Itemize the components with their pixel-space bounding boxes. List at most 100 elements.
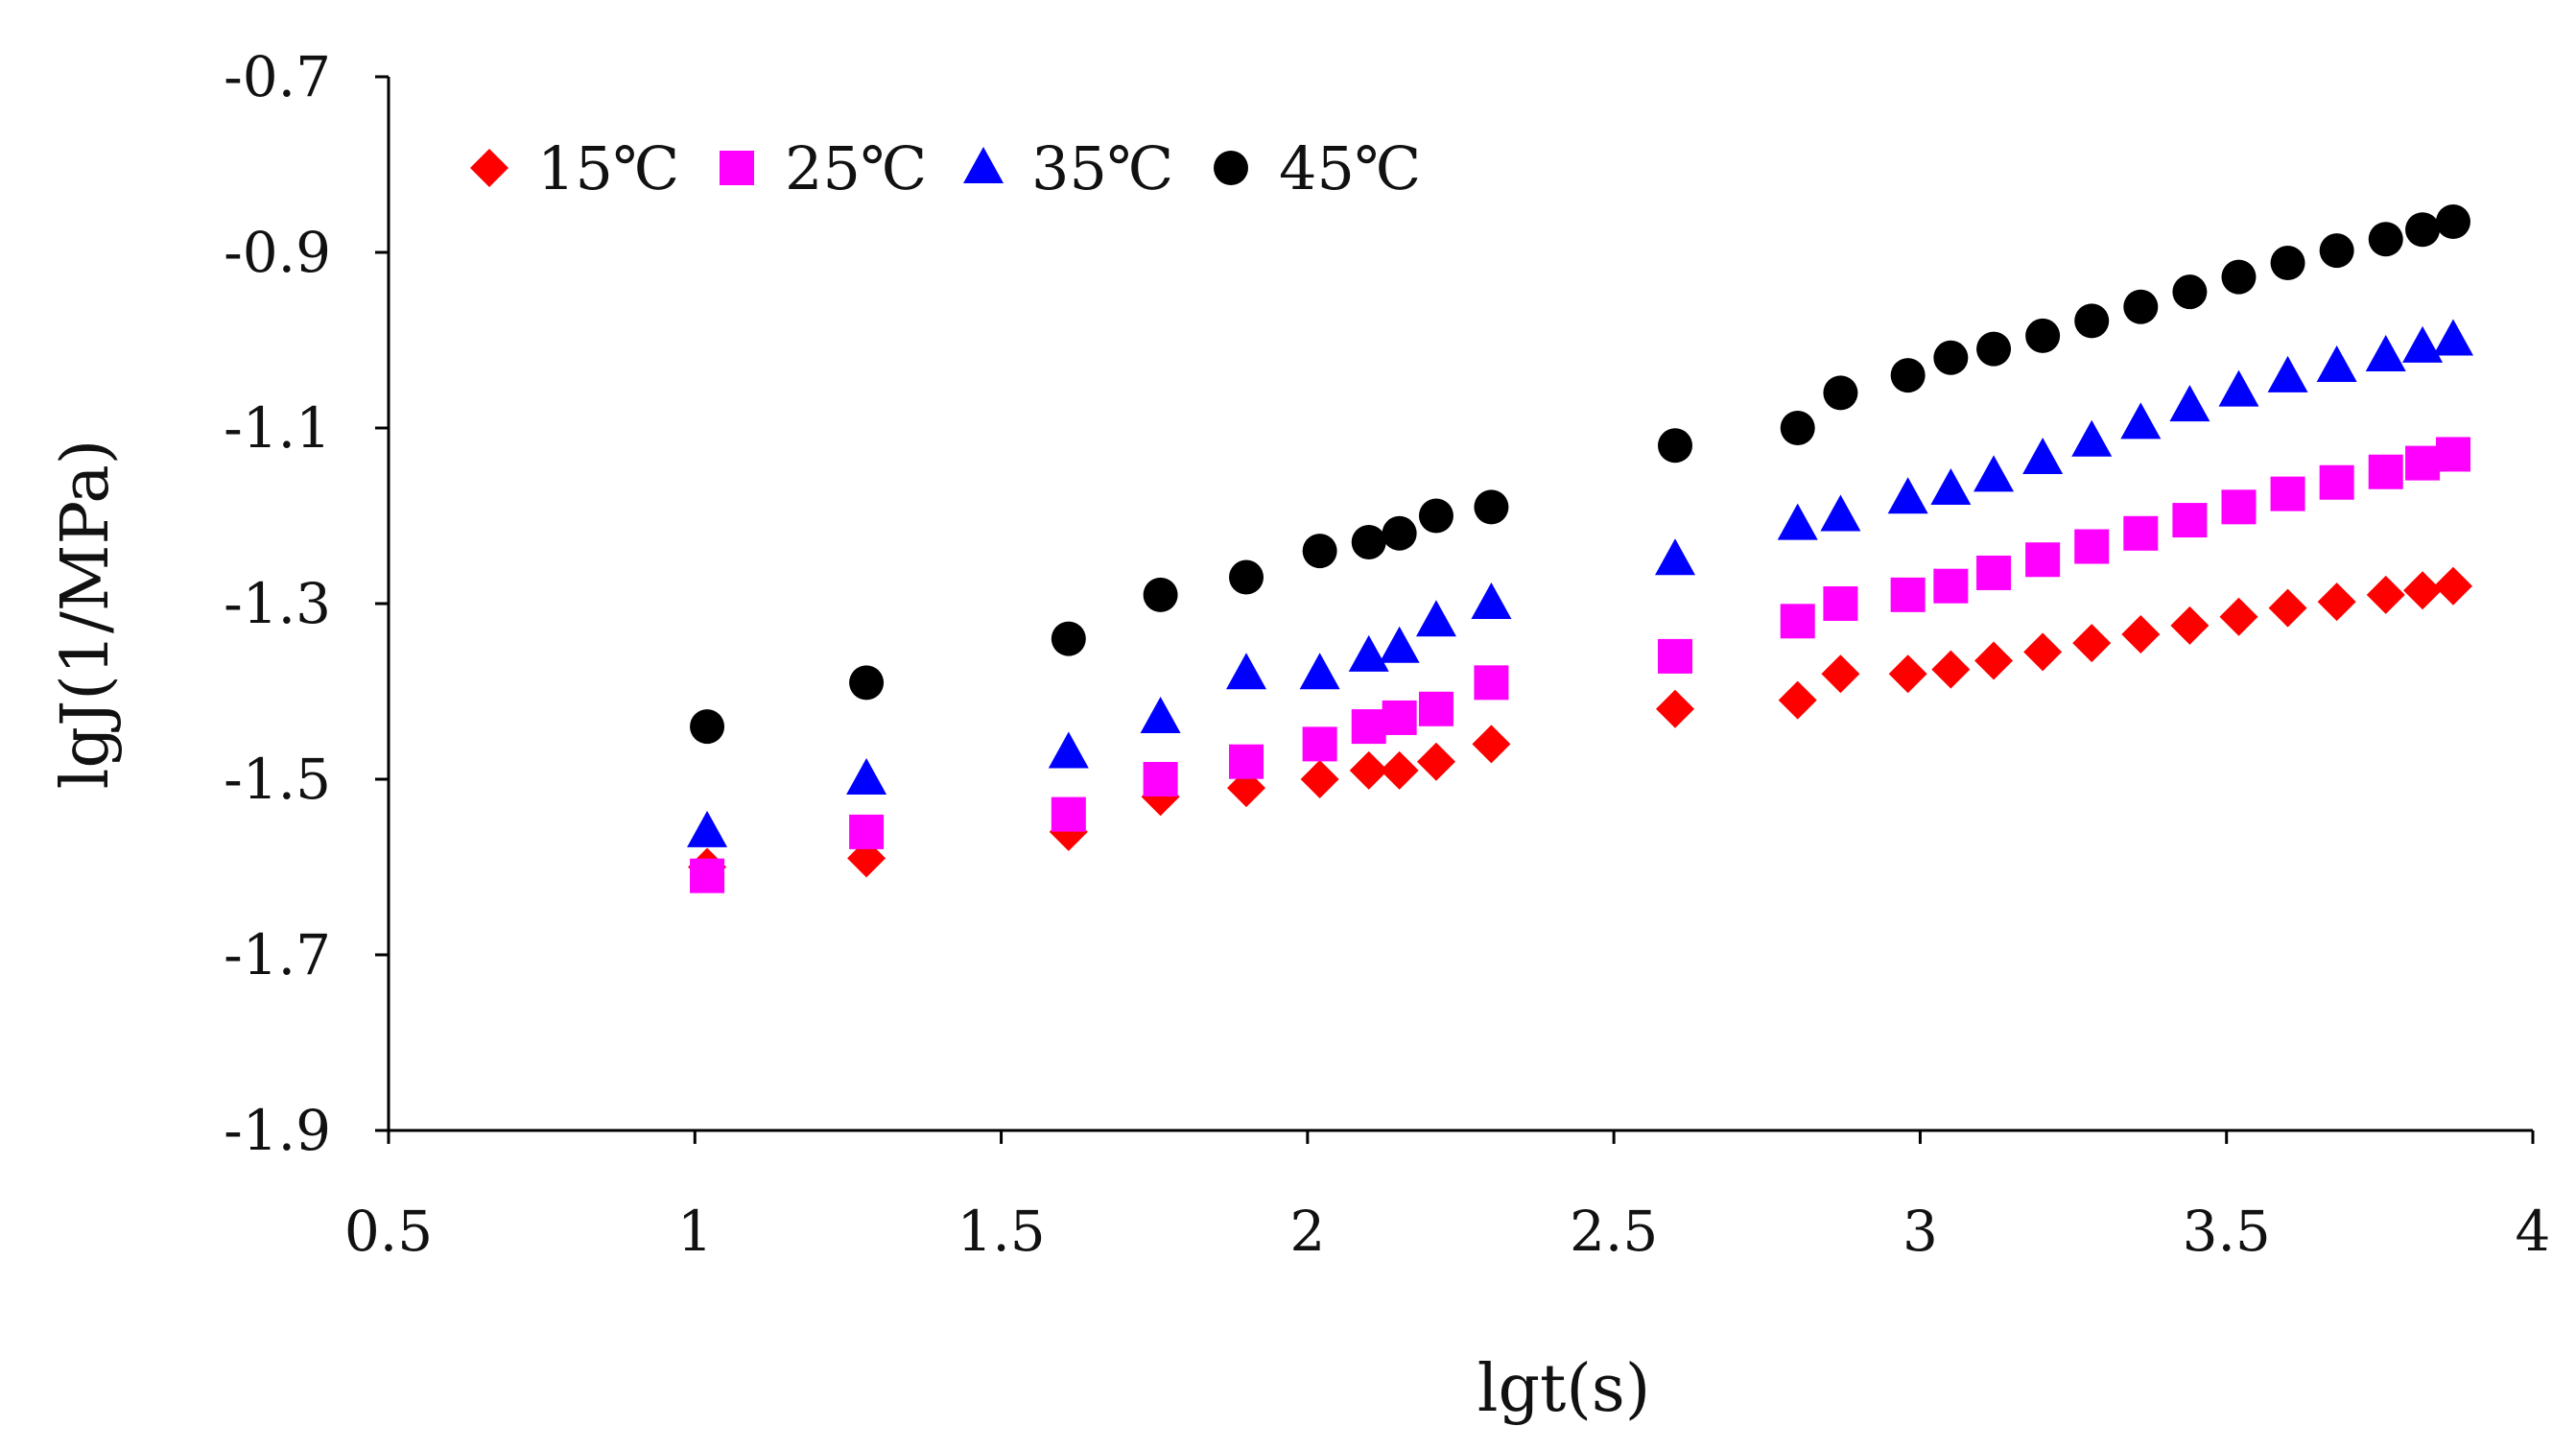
legend-label: 35℃ bbox=[1031, 133, 1173, 203]
data-point bbox=[1380, 750, 1419, 790]
data-point bbox=[1051, 796, 1086, 832]
data-point bbox=[1890, 358, 1926, 393]
data-point bbox=[1973, 455, 2015, 492]
x-tick-label: 1 bbox=[677, 1199, 713, 1264]
data-point bbox=[1382, 515, 1417, 551]
data-point bbox=[849, 665, 885, 701]
data-point bbox=[2221, 259, 2257, 295]
series-1 bbox=[688, 566, 2472, 887]
x-axis-ticks: 0.5 1 1.5 2 2.5 3 3.5 4 bbox=[344, 1130, 2551, 1264]
data-point bbox=[2316, 345, 2357, 382]
legend-label: 45℃ bbox=[1279, 133, 1421, 203]
data-point bbox=[2403, 571, 2443, 610]
legend-marker bbox=[963, 147, 1004, 183]
legend-marker bbox=[1214, 151, 1248, 185]
data-point bbox=[1300, 760, 1339, 798]
data-point bbox=[1140, 696, 1181, 733]
data-point bbox=[2071, 419, 2113, 457]
data-point bbox=[1349, 750, 1388, 790]
data-point bbox=[2025, 542, 2061, 578]
data-point bbox=[2405, 445, 2441, 481]
data-point bbox=[2268, 588, 2307, 628]
data-point bbox=[1415, 600, 1456, 637]
data-point bbox=[1976, 331, 2012, 367]
y-axis-title: lgJ(1/MPa) bbox=[48, 440, 124, 790]
data-point bbox=[2432, 319, 2473, 356]
plot-series bbox=[687, 203, 2473, 893]
legend-marker bbox=[470, 149, 508, 187]
data-point bbox=[2368, 222, 2403, 257]
data-point bbox=[1888, 654, 1927, 694]
x-tick-label: 4 bbox=[2516, 1199, 2551, 1264]
data-point bbox=[1933, 340, 1969, 375]
data-point bbox=[1418, 691, 1453, 726]
data-point bbox=[2365, 334, 2406, 371]
data-point bbox=[1890, 577, 1926, 612]
data-point bbox=[1143, 762, 1178, 796]
data-point bbox=[1302, 534, 1337, 569]
x-tick-label: 0.5 bbox=[344, 1199, 433, 1264]
legend-item-1: 15℃ bbox=[470, 133, 679, 203]
data-point bbox=[2074, 303, 2110, 339]
data-point bbox=[687, 810, 728, 847]
data-point bbox=[1051, 621, 1086, 656]
data-point bbox=[1780, 604, 1815, 639]
data-point bbox=[2022, 438, 2064, 475]
data-point bbox=[1780, 411, 1815, 445]
y-tick-label: -1.3 bbox=[224, 571, 331, 636]
data-point bbox=[1474, 665, 1509, 701]
data-point bbox=[1379, 626, 1420, 663]
data-point bbox=[2218, 369, 2259, 407]
data-point bbox=[1348, 634, 1389, 672]
data-point bbox=[1930, 468, 1972, 506]
data-point bbox=[2270, 476, 2305, 511]
data-point bbox=[1821, 654, 1860, 694]
data-point bbox=[1658, 428, 1692, 464]
x-tick-label: 1.5 bbox=[957, 1199, 1045, 1264]
y-tick-label: -0.7 bbox=[224, 44, 331, 109]
data-point bbox=[1302, 726, 1337, 762]
data-point bbox=[1418, 498, 1453, 534]
data-point bbox=[849, 814, 885, 849]
series-2 bbox=[690, 437, 2470, 893]
data-point bbox=[690, 709, 725, 745]
data-point bbox=[2319, 464, 2354, 500]
data-point bbox=[2219, 597, 2258, 636]
data-point bbox=[1229, 744, 1264, 779]
data-point bbox=[2072, 624, 2112, 663]
y-axis-ticks: -0.7 -0.9 -1.1 -1.3 -1.5 -1.7 -1.9 bbox=[224, 44, 389, 1163]
data-point bbox=[2123, 515, 2159, 551]
data-point bbox=[1048, 731, 1089, 769]
legend-item-4: 45℃ bbox=[1214, 133, 1421, 203]
data-point bbox=[1778, 680, 1817, 720]
data-point bbox=[1416, 742, 1455, 781]
x-tick-label: 3 bbox=[1902, 1199, 1938, 1264]
legend-label: 25℃ bbox=[785, 133, 927, 203]
data-point bbox=[2170, 606, 2210, 645]
series-3 bbox=[687, 319, 2473, 847]
data-point bbox=[2319, 233, 2354, 269]
data-point bbox=[1658, 638, 1692, 674]
legend: 15℃ 25℃ 35℃ 45℃ bbox=[470, 133, 1421, 203]
data-point bbox=[2368, 454, 2403, 489]
data-point bbox=[1777, 503, 1818, 540]
legend-item-3: 35℃ bbox=[963, 133, 1173, 203]
data-point bbox=[1229, 559, 1264, 595]
data-point bbox=[1382, 700, 1417, 735]
data-point bbox=[1472, 725, 1511, 764]
data-point bbox=[2074, 529, 2110, 564]
y-tick-label: -1.5 bbox=[224, 747, 331, 812]
data-point bbox=[2169, 385, 2210, 422]
data-point bbox=[690, 858, 725, 893]
data-point bbox=[1931, 650, 1971, 689]
data-point bbox=[2221, 489, 2257, 525]
data-point bbox=[2366, 575, 2405, 614]
data-point bbox=[2172, 503, 2208, 538]
data-point bbox=[2267, 355, 2308, 392]
data-point bbox=[1655, 538, 1695, 576]
data-point bbox=[1820, 494, 1861, 532]
legend-item-2: 25℃ bbox=[720, 133, 927, 203]
data-point bbox=[2435, 437, 2470, 472]
y-tick-label: -0.9 bbox=[224, 220, 331, 285]
data-point bbox=[1974, 641, 2014, 680]
